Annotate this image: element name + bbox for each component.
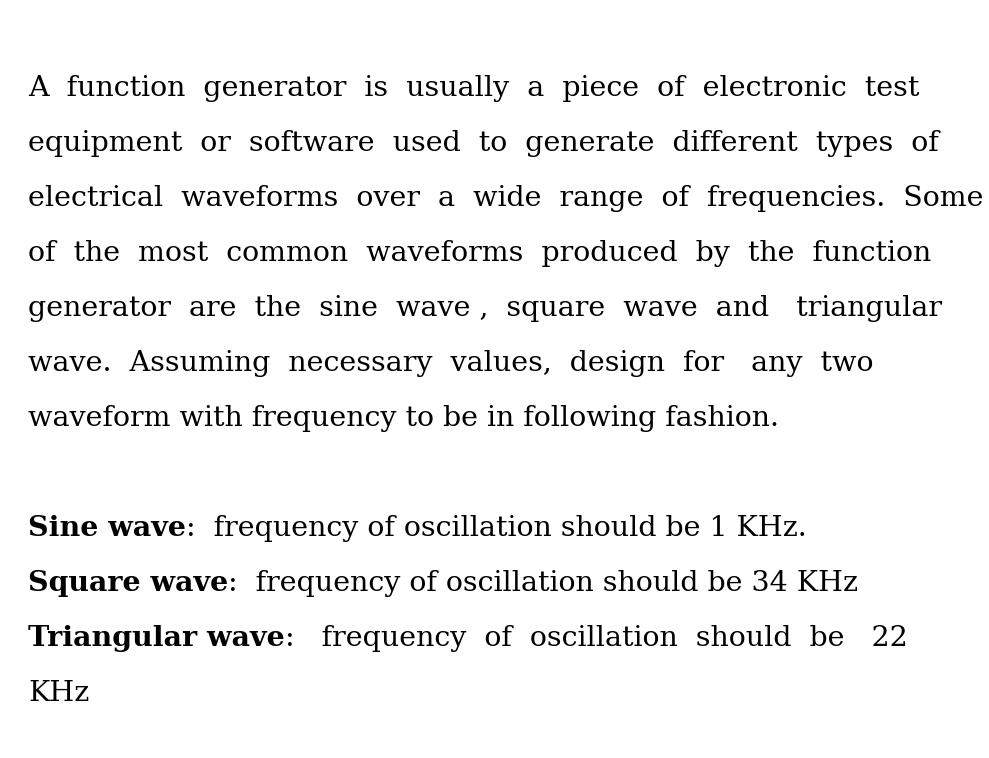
Text: :  frequency of oscillation should be 34 KHz: : frequency of oscillation should be 34 …	[228, 570, 858, 597]
Text: KHz: KHz	[28, 680, 89, 707]
Text: A  function  generator  is  usually  a  piece  of  electronic  test: A function generator is usually a piece …	[28, 75, 920, 102]
Text: generator  are  the  sine  wave ,  square  wave  and   triangular: generator are the sine wave , square wav…	[28, 295, 942, 322]
Text: :  frequency of oscillation should be 1 KHz.: : frequency of oscillation should be 1 K…	[186, 515, 807, 542]
Text: Triangular wave: Triangular wave	[28, 625, 285, 652]
Text: equipment  or  software  used  to  generate  different  types  of: equipment or software used to generate d…	[28, 130, 939, 157]
Text: Square wave: Square wave	[28, 570, 228, 597]
Text: of  the  most  common  waveforms  produced  by  the  function: of the most common waveforms produced by…	[28, 240, 932, 267]
Text: waveform with frequency to be in following fashion.: waveform with frequency to be in followi…	[28, 405, 779, 432]
Text: wave.  Assuming  necessary  values,  design  for   any  two: wave. Assuming necessary values, design …	[28, 350, 873, 377]
Text: Sine wave: Sine wave	[28, 515, 186, 542]
Text: :   frequency  of  oscillation  should  be   22: : frequency of oscillation should be 22	[285, 625, 908, 652]
Text: electrical  waveforms  over  a  wide  range  of  frequencies.  Some: electrical waveforms over a wide range o…	[28, 185, 983, 212]
